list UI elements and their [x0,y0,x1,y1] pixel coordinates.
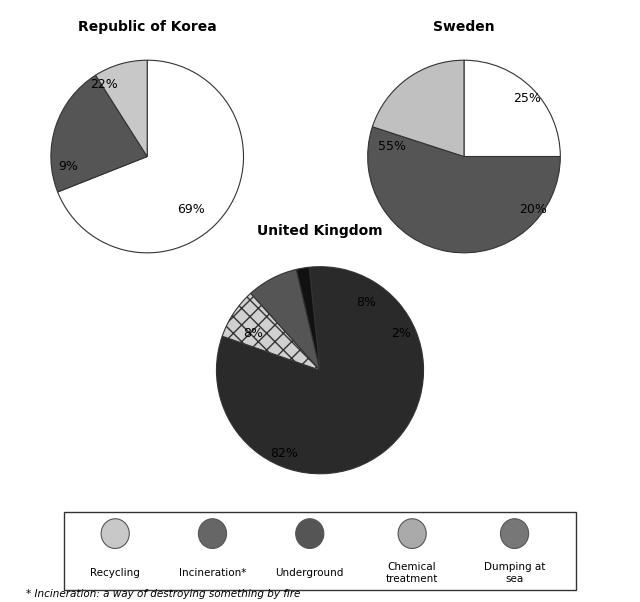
Wedge shape [95,60,147,157]
Text: Recycling: Recycling [90,568,140,578]
Wedge shape [251,270,320,370]
Text: Incineration*: Incineration* [179,568,246,578]
Text: Chemical
treatment: Chemical treatment [386,562,438,583]
Text: Dumping at
sea: Dumping at sea [484,562,545,583]
Wedge shape [51,75,147,192]
Text: 69%: 69% [177,203,204,216]
Text: 9%: 9% [58,160,78,173]
Wedge shape [58,60,243,253]
Title: Sweden: Sweden [433,19,495,34]
Ellipse shape [101,519,129,548]
Title: United Kingdom: United Kingdom [257,224,383,238]
Wedge shape [216,267,424,474]
Wedge shape [464,60,561,157]
Text: 2%: 2% [391,327,411,341]
Wedge shape [222,293,320,370]
Ellipse shape [398,519,426,548]
Text: 8%: 8% [243,327,262,341]
Text: 8%: 8% [356,296,376,309]
Text: 20%: 20% [520,203,547,216]
Ellipse shape [500,519,529,548]
Text: 55%: 55% [378,140,406,154]
Wedge shape [372,60,464,157]
Wedge shape [296,267,320,370]
Title: Republic of Korea: Republic of Korea [78,19,216,34]
Text: 22%: 22% [90,78,118,91]
FancyBboxPatch shape [64,512,576,590]
Wedge shape [368,127,561,253]
Text: 25%: 25% [513,92,541,105]
Text: * Incineration: a way of destroying something by fire: * Incineration: a way of destroying some… [26,589,300,599]
Text: Underground: Underground [276,568,344,578]
Text: 82%: 82% [270,447,298,459]
Ellipse shape [296,519,324,548]
Ellipse shape [198,519,227,548]
